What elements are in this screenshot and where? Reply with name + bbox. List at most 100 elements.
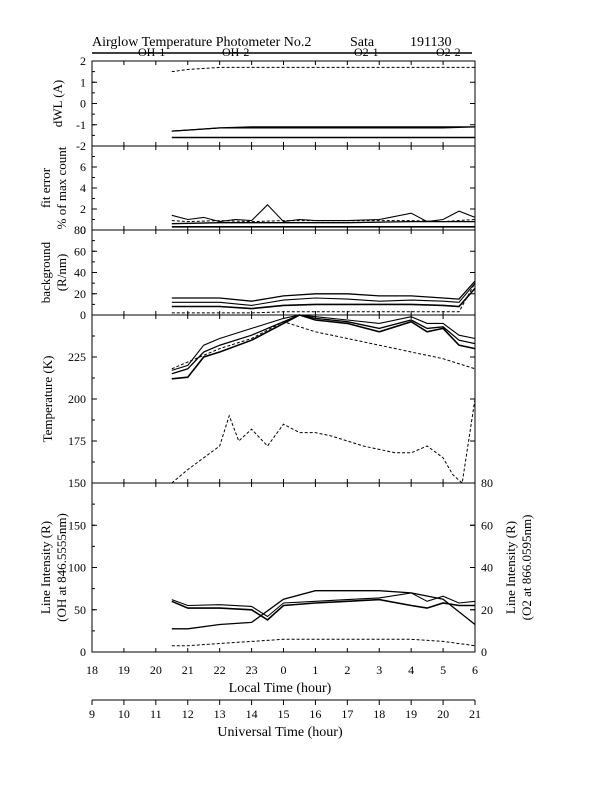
series-o21 [171,220,475,225]
y-tick-label: 175 [68,434,86,448]
local-time-tick-label: 23 [246,663,258,677]
panel-2: 0 2 4 6 fit error% of max count [38,145,476,237]
y-tick-label: 2 [80,202,86,216]
y-axis-label: Line Intensity (R) [38,521,53,614]
y-axis-label: Temperature (K) [40,356,55,443]
y-axis-label-sub: (R/nm) [54,254,69,292]
local-time-tick-label: 0 [281,663,287,677]
y-tick-label: 225 [68,350,86,364]
panel-frame [91,60,476,147]
y-tick-label: 40 [74,266,86,280]
ut-tick-label: 17 [341,707,353,721]
local-time-tick-label: 18 [86,663,98,677]
series-o21 [171,314,476,375]
y-axis-label-sub: (OH at 846.5555nm) [54,513,69,622]
legend-oh1: OH-1 [138,45,165,59]
legend-o22: O2-2 [436,45,461,59]
local-time-tick-label: 1 [312,663,318,677]
y-tick-label: 0 [80,97,86,111]
y-tick-label: 150 [68,518,86,532]
local-time-tick-label: 3 [376,663,382,677]
panel-4: 150 175 200 225 Temperature (K) [40,314,476,490]
y-tick-label: 20 [74,287,86,301]
y-axis-label: background [38,241,53,303]
y-right-tick-label: 0 [481,645,487,659]
y-tick-label: 80 [74,223,86,237]
y-tick-label: 4 [80,181,86,195]
local-time-axis: 18 19 20 21 22 23 0 1 2 3 4 5 6 [86,663,478,677]
ut-tick-label: 12 [182,707,194,721]
series-oh2 [171,204,476,223]
ut-tick-label: 15 [278,707,290,721]
y-axis-label: dWL (A) [50,80,65,128]
local-time-tick-label: 5 [440,663,446,677]
panel-frame [91,482,476,653]
local-time-tick-label: 21 [182,663,194,677]
y-tick-label: -1 [76,118,86,132]
ut-tick-label: 21 [469,707,481,721]
series-o22 [171,66,475,73]
legend-oh2: OH-2 [222,45,249,59]
universal-time-axis: 9 10 11 12 13 14 15 16 17 18 19 20 21 [89,699,481,721]
local-time-tick-label: 19 [118,663,130,677]
ut-tick-label: 13 [214,707,226,721]
y-tick-label: 2 [80,54,86,68]
y-tick-label: 50 [74,603,86,617]
series-oh1 [171,598,475,621]
y-tick-label: 0 [80,223,86,237]
ut-tick-label: 18 [373,707,385,721]
ut-tick-label: 16 [309,707,321,721]
y-tick-label: 6 [80,160,86,174]
series-oh2 [171,314,476,371]
y-tick-label: 0 [80,308,86,322]
panel-frame [91,229,476,316]
ut-tick-label: 10 [118,707,130,721]
panel-frame [91,314,476,484]
y-tick-label: -2 [76,139,86,153]
y-right-tick-label: 20 [481,603,493,617]
series-o22 [171,321,476,370]
y-tick-label: 200 [68,392,86,406]
panel-3: 0 20 40 60 80 background (R/nm) [38,223,476,322]
y-right-tick-label: 80 [481,476,493,490]
y-tick-label: 1 [80,75,86,89]
series-o22 [171,219,476,223]
ut-tick-label: 9 [89,707,95,721]
date-label: 191130 [410,35,451,50]
y-right-tick-label: 40 [481,561,493,575]
series-oh2 [171,592,476,618]
local-time-tick-label: 2 [344,663,350,677]
y-tick-label: 100 [68,561,86,575]
y-right-axis-label: Line Intensity (R) [503,521,518,614]
local-time-tick-label: 4 [408,663,414,677]
series-o22 [171,282,476,314]
panel-frame [91,145,476,231]
series-oh1 [171,287,476,310]
series-oh2 [171,282,476,306]
chart-panels: -2 -1 0 1 2 dWL (A) 0 2 4 6 fit error% of max coun… [38,54,534,659]
series-o21 [171,590,476,630]
ut-tick-label: 19 [405,707,417,721]
ut-tick-label: 14 [246,707,258,721]
y-right-axis-label-sub: (O2 at 866.0595nm) [519,515,534,621]
local-time-label: Local Time (hour) [229,681,332,696]
y-axis-label: fit error [38,167,53,208]
series-o21 [171,126,475,132]
figure-title: Airglow Temperature Photometer No.2 [92,35,311,50]
station-name: Sata [350,35,375,50]
series-o22 [171,398,476,484]
series-o22 [171,638,476,647]
y-tick-label: 0 [80,645,86,659]
ut-tick-label: 20 [437,707,449,721]
series-oh1 [171,314,476,380]
y-right-tick-label: 60 [481,518,493,532]
y-tick-label: 150 [68,476,86,490]
panel-1: -2 -1 0 1 2 dWL (A) [50,54,476,153]
y-tick-label: 60 [74,244,86,258]
local-time-tick-label: 6 [472,663,478,677]
y-axis-label-sub: % of max count [54,146,69,229]
universal-time-label: Universal Time (hour) [217,725,343,740]
local-time-tick-label: 20 [150,663,162,677]
